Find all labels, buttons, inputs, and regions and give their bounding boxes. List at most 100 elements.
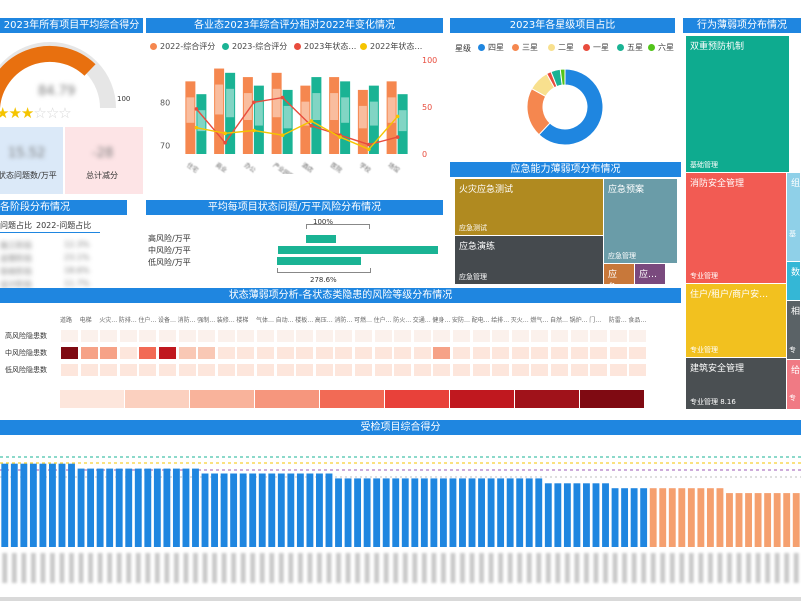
score-bar[interactable]: [687, 488, 695, 547]
score-bar[interactable]: [344, 478, 352, 547]
heat-cell[interactable]: [236, 363, 256, 377]
change-bar[interactable]: [225, 72, 236, 154]
score-bar[interactable]: [144, 468, 152, 547]
heat-scale-segment[interactable]: [450, 390, 514, 408]
score-bar[interactable]: [287, 473, 295, 548]
score-bar[interactable]: [249, 473, 257, 548]
heat-cell[interactable]: [510, 329, 530, 343]
heat-cell[interactable]: [295, 346, 315, 360]
emergency-tile-small-2[interactable]: 应…: [634, 263, 666, 285]
score-bar[interactable]: [697, 488, 705, 547]
change-bar[interactable]: [368, 85, 379, 154]
change-bar[interactable]: [253, 85, 264, 154]
score-bar[interactable]: [420, 478, 428, 547]
score-bar[interactable]: [430, 478, 438, 547]
heat-cell[interactable]: [216, 329, 236, 343]
heat-scale-segment[interactable]: [385, 390, 449, 408]
score-bar[interactable]: [554, 483, 562, 547]
score-bar[interactable]: [335, 478, 342, 547]
score-bar[interactable]: [649, 488, 657, 547]
heat-cell[interactable]: [393, 346, 413, 360]
heat-scale-segment[interactable]: [255, 390, 319, 408]
heat-cell[interactable]: [334, 363, 354, 377]
score-bar[interactable]: [535, 478, 543, 547]
heat-cell[interactable]: [256, 363, 275, 377]
heat-cell[interactable]: [216, 346, 236, 360]
change-bar[interactable]: [311, 77, 322, 154]
score-bar[interactable]: [544, 483, 552, 547]
heat-cell[interactable]: [589, 346, 609, 360]
heat-cell[interactable]: [373, 346, 393, 360]
heat-cell[interactable]: [432, 363, 452, 377]
score-bar[interactable]: [668, 488, 676, 547]
score-bar[interactable]: [354, 478, 362, 547]
star-legend-item[interactable]: 二星: [548, 42, 574, 53]
change-line-point[interactable]: [223, 131, 227, 136]
change-bar[interactable]: [357, 89, 368, 154]
score-bar[interactable]: [459, 478, 466, 547]
heat-cell[interactable]: [60, 329, 79, 343]
emergency-tile-drill[interactable]: 应急演练 应急管理: [454, 235, 604, 285]
heat-cell[interactable]: [138, 329, 158, 343]
change-line-point[interactable]: [367, 147, 371, 152]
heat-cell[interactable]: [569, 329, 589, 343]
change-line-point[interactable]: [309, 124, 314, 128]
heat-cell[interactable]: [138, 363, 158, 377]
score-bar[interactable]: [478, 478, 485, 547]
score-bar[interactable]: [583, 483, 590, 547]
score-bar[interactable]: [325, 473, 333, 548]
heat-cell[interactable]: [354, 329, 373, 343]
heat-cell[interactable]: [118, 346, 138, 360]
behavior-tile-side-3[interactable]: 相专: [786, 300, 801, 360]
pie-slice[interactable]: [538, 68, 604, 146]
behavior-tile-side-2[interactable]: 数: [786, 261, 801, 301]
heat-cell[interactable]: [118, 329, 138, 343]
score-bar[interactable]: [153, 468, 161, 547]
change-legend-2[interactable]: 2023-综合评分: [222, 41, 287, 52]
score-bar[interactable]: [211, 473, 218, 548]
change-line-point[interactable]: [194, 125, 199, 130]
pie-slice[interactable]: [559, 68, 566, 86]
heat-cell[interactable]: [452, 346, 471, 360]
heat-cell[interactable]: [236, 329, 256, 343]
heat-cell[interactable]: [275, 363, 295, 377]
score-bar[interactable]: [277, 473, 285, 548]
change-bar[interactable]: [340, 81, 351, 154]
heat-scale-segment[interactable]: [60, 390, 124, 408]
heat-cell[interactable]: [334, 329, 354, 343]
risk-bar[interactable]: [278, 246, 438, 254]
heat-scale-segment[interactable]: [190, 390, 254, 408]
heat-cell[interactable]: [138, 346, 158, 360]
heat-cell[interactable]: [471, 363, 491, 377]
heat-cell[interactable]: [628, 346, 648, 360]
risk-bar[interactable]: [306, 235, 337, 243]
star-legend-item[interactable]: 一星: [583, 42, 609, 53]
change-line-point[interactable]: [367, 142, 371, 147]
score-bar[interactable]: [773, 493, 781, 547]
heat-cell[interactable]: [295, 329, 315, 343]
change-line-point[interactable]: [194, 107, 199, 111]
heat-cell[interactable]: [354, 346, 373, 360]
horizontal-scrollbar[interactable]: [0, 597, 801, 601]
heat-cell[interactable]: [99, 346, 119, 360]
behavior-tile-side-1[interactable]: 组基: [786, 172, 801, 262]
heat-cell[interactable]: [177, 329, 197, 343]
heat-cell[interactable]: [530, 363, 550, 377]
change-legend-4[interactable]: 2022年状态…: [360, 41, 422, 52]
score-bar[interactable]: [163, 468, 171, 547]
change-line-point[interactable]: [309, 119, 314, 123]
change-bar[interactable]: [214, 68, 225, 154]
heat-cell[interactable]: [491, 363, 511, 377]
change-bar[interactable]: [329, 77, 340, 154]
heat-cell[interactable]: [236, 346, 256, 360]
heat-cell[interactable]: [197, 329, 217, 343]
heat-cell[interactable]: [197, 346, 217, 360]
heat-cell[interactable]: [295, 363, 315, 377]
score-bar[interactable]: [392, 478, 400, 547]
star-legend-item[interactable]: 五星: [617, 42, 643, 53]
change-line-point[interactable]: [223, 140, 227, 145]
score-bar[interactable]: [706, 488, 714, 547]
heat-cell[interactable]: [628, 363, 648, 377]
score-bar[interactable]: [602, 483, 609, 547]
heat-cell[interactable]: [79, 363, 99, 377]
